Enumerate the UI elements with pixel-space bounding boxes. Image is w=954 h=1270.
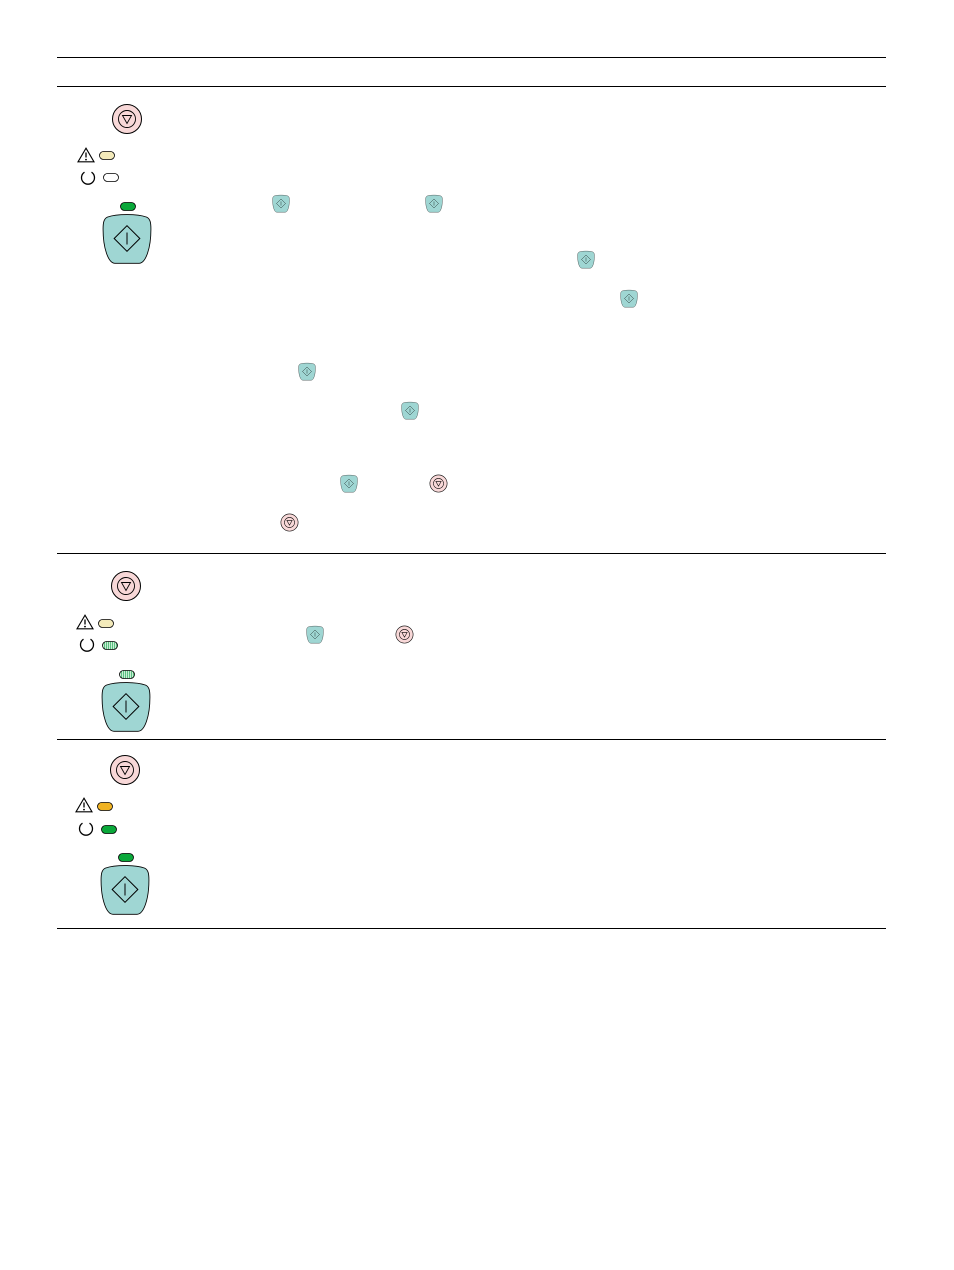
warning-icon bbox=[76, 614, 94, 630]
go-button-inline-icon bbox=[298, 362, 316, 381]
go-light-blinking bbox=[119, 670, 135, 679]
go-button-icon bbox=[97, 212, 157, 265]
cancel-button-inline-icon bbox=[429, 474, 448, 493]
cancel-button-icon bbox=[109, 754, 141, 786]
go-button-inline-icon bbox=[401, 401, 419, 420]
warning-icon bbox=[75, 797, 93, 813]
row-divider bbox=[57, 553, 886, 554]
top-rule bbox=[57, 57, 886, 58]
go-button-icon bbox=[96, 680, 156, 733]
ready-light-blinking bbox=[102, 641, 118, 650]
cancel-button-icon bbox=[110, 570, 142, 602]
header-rule bbox=[57, 86, 886, 87]
ready-icon bbox=[78, 636, 96, 654]
go-button-inline-icon bbox=[272, 194, 290, 213]
ready-icon bbox=[79, 169, 97, 187]
attention-light-on bbox=[97, 802, 113, 811]
cancel-button-inline-icon bbox=[280, 513, 299, 532]
bottom-rule bbox=[57, 928, 886, 929]
go-button-inline-icon bbox=[306, 625, 324, 644]
ready-light-on bbox=[101, 825, 117, 834]
go-button-inline-icon bbox=[425, 194, 443, 213]
row-divider bbox=[57, 739, 886, 740]
attention-light-off bbox=[98, 619, 114, 628]
cancel-button-inline-icon bbox=[395, 625, 414, 644]
go-button-inline-icon bbox=[577, 250, 595, 269]
go-button-inline-icon bbox=[620, 289, 638, 308]
warning-icon bbox=[77, 147, 95, 163]
ready-light-off bbox=[103, 173, 119, 182]
go-button-icon bbox=[95, 863, 155, 916]
go-button-inline-icon bbox=[340, 474, 358, 493]
go-light-on bbox=[118, 853, 134, 862]
attention-light-off bbox=[99, 151, 115, 160]
ready-icon bbox=[77, 820, 95, 838]
go-light-on bbox=[120, 202, 136, 211]
cancel-button-icon bbox=[111, 103, 143, 135]
